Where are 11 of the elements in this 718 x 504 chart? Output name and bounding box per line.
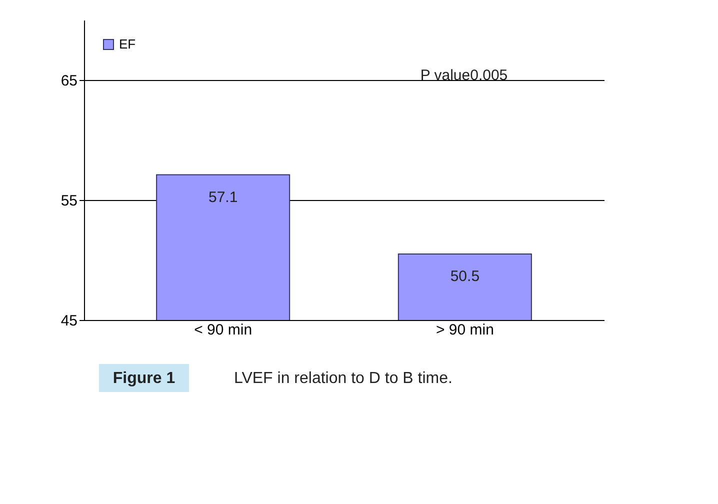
legend-label: EF	[119, 36, 136, 52]
text: LVEF in relation to D to B time.	[234, 370, 452, 387]
annotation: P value0.005	[420, 67, 508, 84]
y-tick-label: 45	[60, 312, 78, 330]
caption: Figure 1	[112, 370, 176, 387]
y-tick-label: 65	[60, 72, 78, 90]
data-label: 57.1	[208, 188, 238, 206]
x-tick-label: < 90 min	[194, 322, 252, 338]
x-tick-label: > 90 min	[436, 322, 494, 338]
data-label: 50.5	[450, 268, 480, 285]
y-tick-label: 55	[60, 192, 78, 210]
